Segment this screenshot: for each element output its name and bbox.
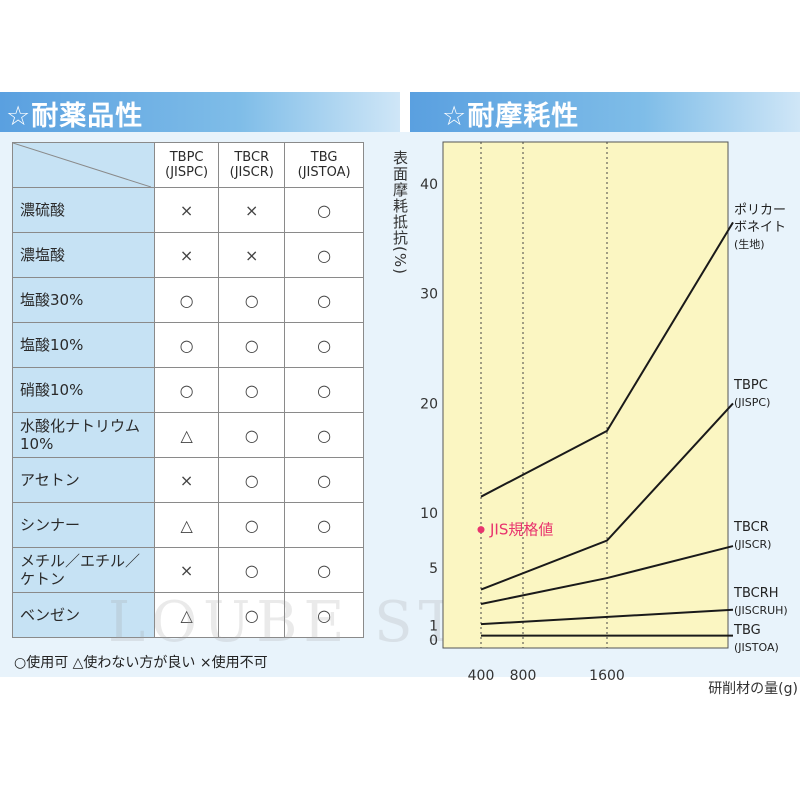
resistance-mark: ○ <box>153 322 220 368</box>
abrasion-resistance-banner: ☆耐摩耗性 <box>410 92 800 132</box>
resistance-mark: ○ <box>218 277 286 323</box>
y-tick-label: 40 <box>420 177 438 193</box>
series-line <box>480 221 734 498</box>
y-tick-label: 10 <box>420 506 438 522</box>
chemical-name: 濃塩酸 <box>12 232 155 278</box>
resistance-mark: × <box>218 232 286 278</box>
x-tick-label: 800 <box>510 668 537 684</box>
table-header-row: TBPC (JISPC) TBCR (JISCR) TBG (JISTOA) <box>12 142 364 188</box>
series-line <box>480 608 734 626</box>
chemical-name: 硝酸10% <box>12 367 155 413</box>
resistance-mark: △ <box>153 592 220 638</box>
resistance-mark: ○ <box>284 187 364 233</box>
resistance-mark: ○ <box>218 592 286 638</box>
series-label: TBG (JISTOA) <box>733 623 779 654</box>
table-row: 水酸化ナトリウム 10% △ ○ ○ <box>12 412 364 458</box>
resistance-mark: ○ <box>153 367 220 413</box>
column-code: (JISTOA) <box>297 165 351 180</box>
resistance-mark: × <box>218 187 286 233</box>
resistance-mark: ○ <box>218 547 286 593</box>
resistance-mark: × <box>153 457 220 503</box>
column-code: (JISPC) <box>165 165 209 180</box>
table-legend: ○使用可 △使わない方が良い ×使用不可 <box>14 655 268 671</box>
chemical-name: 濃硫酸 <box>12 187 155 233</box>
column-code: (JISCR) <box>229 165 274 180</box>
series-line <box>480 402 734 591</box>
table-row: 濃硫酸 × × ○ <box>12 187 364 233</box>
resistance-mark: ○ <box>284 367 364 413</box>
resistance-mark: × <box>153 547 220 593</box>
series-line <box>480 545 734 605</box>
table-row: 塩酸30% ○ ○ ○ <box>12 277 364 323</box>
chemical-resistance-banner: ☆耐薬品性 <box>0 92 400 132</box>
resistance-mark: ○ <box>218 367 286 413</box>
y-tick-label: 5 <box>429 561 438 577</box>
resistance-mark: ○ <box>284 277 364 323</box>
diagonal-line <box>13 143 151 187</box>
table-row: ベンゼン △ ○ ○ <box>12 592 364 638</box>
chemical-name: ベンゼン <box>12 592 155 638</box>
table-row: 濃塩酸 × × ○ <box>12 232 364 278</box>
resistance-mark: ○ <box>284 322 364 368</box>
y-tick-label: 1 <box>429 619 438 635</box>
series-label: ポリカーボネイト(生地) <box>734 203 786 251</box>
resistance-mark: ○ <box>218 457 286 503</box>
resistance-mark: ○ <box>284 232 364 278</box>
resistance-mark: ○ <box>218 322 286 368</box>
y-tick-label: 0 <box>429 633 438 649</box>
table-row: 硝酸10% ○ ○ ○ <box>12 367 364 413</box>
column-name: TBCR <box>234 150 270 165</box>
table-corner-cell <box>12 142 155 188</box>
chemical-name: 塩酸30% <box>12 277 155 323</box>
resistance-mark: △ <box>153 412 220 458</box>
plot-area <box>442 141 729 649</box>
resistance-mark: ○ <box>218 502 286 548</box>
x-tick-label: 1600 <box>589 668 625 684</box>
resistance-mark: ○ <box>284 592 364 638</box>
series-label: TBPC (JISPC) <box>733 378 770 409</box>
abrasion-resistance-title: ☆耐摩耗性 <box>442 101 580 132</box>
table-row: シンナー △ ○ ○ <box>12 502 364 548</box>
jis-standard-marker <box>477 526 485 534</box>
resistance-mark: ○ <box>284 412 364 458</box>
resistance-mark: △ <box>153 502 220 548</box>
resistance-mark: ○ <box>153 277 220 323</box>
x-tick-label: 400 <box>468 668 495 684</box>
x-axis-label: 研削材の量(g) <box>708 681 798 697</box>
resistance-mark: ○ <box>218 412 286 458</box>
resistance-mark: ○ <box>284 457 364 503</box>
series-label: TBCRH (JISCRUH) <box>733 586 788 617</box>
resistance-mark: ○ <box>284 547 364 593</box>
y-tick-label: 20 <box>420 396 438 412</box>
chemical-name: シンナー <box>12 502 155 548</box>
resistance-mark: × <box>153 232 220 278</box>
chemical-resistance-title: ☆耐薬品性 <box>6 101 144 132</box>
resistance-mark: × <box>153 187 220 233</box>
table-row: メチル／エチル／ ケトン × ○ ○ <box>12 547 364 593</box>
column-name: TBG <box>310 150 338 165</box>
table-row: 塩酸10% ○ ○ ○ <box>12 322 364 368</box>
y-axis-label: 表面摩耗抵抗(%) <box>391 150 409 275</box>
chemical-name: メチル／エチル／ ケトン <box>12 547 155 593</box>
jis-standard-label: JIS規格値 <box>489 521 553 539</box>
chemical-name: 塩酸10% <box>12 322 155 368</box>
column-name: TBPC <box>169 150 204 165</box>
y-tick-label: 30 <box>420 287 438 303</box>
series-label: TBCR (JISCR) <box>733 520 771 551</box>
column-header-tbg: TBG (JISTOA) <box>284 142 364 188</box>
chemical-resistance-table: TBPC (JISPC) TBCR (JISCR) TBG (JISTOA) 濃硫酸 ×… <box>12 142 364 638</box>
